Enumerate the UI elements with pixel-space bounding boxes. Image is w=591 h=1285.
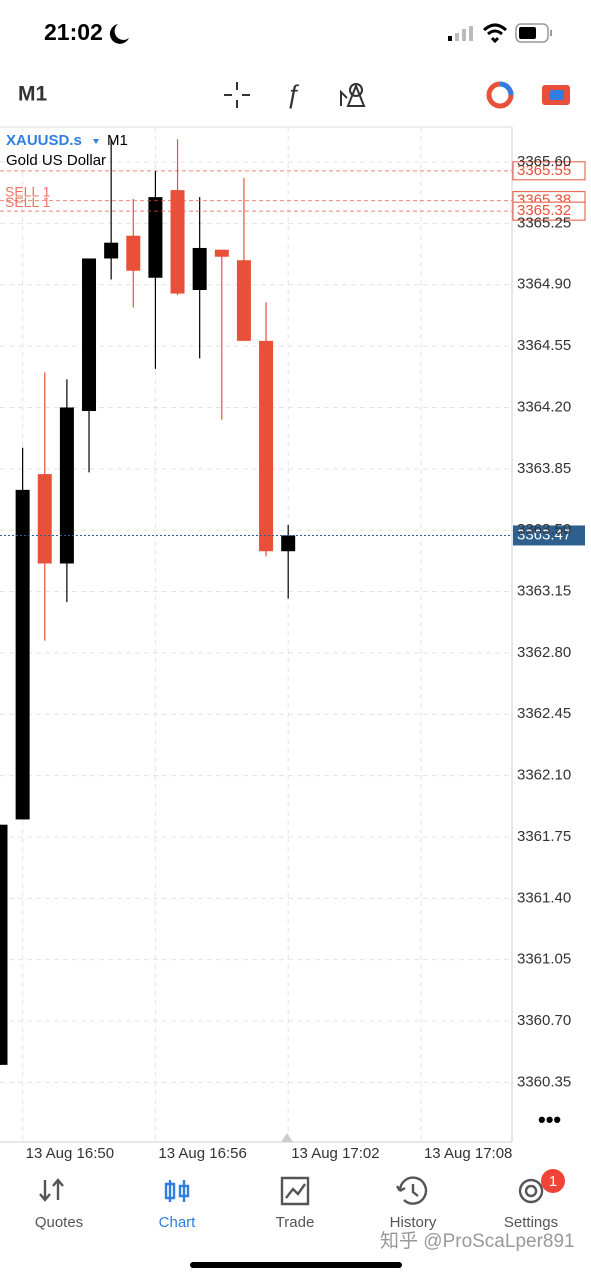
trade-button[interactable] — [486, 81, 514, 109]
grid — [0, 127, 512, 1142]
y-tick-label: 3365.25 — [517, 214, 571, 231]
candles — [0, 139, 296, 1065]
crosshair-button[interactable] — [224, 82, 250, 108]
candle-body — [15, 489, 30, 820]
nav-icon[interactable] — [280, 1176, 310, 1206]
y-tick-label: 3364.90 — [517, 276, 571, 293]
candle-body — [104, 242, 119, 259]
price-label: 3365.32 — [517, 202, 571, 219]
bottom-nav: Quotes Chart Trade History Settings 1 — [35, 1169, 565, 1231]
candle-body — [0, 824, 8, 1065]
labels: 3365.60 3365.25 3364.90 3364.55 3364.20 3363.… — [26, 153, 572, 1162]
badge — [541, 1169, 565, 1193]
y-tick-label: 3361.75 — [517, 828, 571, 845]
y-tick-label: 3360.35 — [517, 1073, 571, 1090]
candle-body — [126, 235, 141, 271]
order-label: SELL 1 — [5, 194, 51, 210]
candle-body — [82, 258, 97, 411]
candle-body — [259, 340, 274, 552]
x-tick-label: 13 Aug 16:56 — [158, 1145, 246, 1162]
price-label-box — [512, 201, 586, 221]
nav-icon[interactable] — [395, 1176, 428, 1205]
y-tick-label: 3363.15 — [517, 583, 571, 600]
y-tick-label: 3363.85 — [517, 460, 571, 477]
more-button[interactable]: ••• — [538, 1107, 561, 1132]
price-label: 3365.55 — [517, 162, 571, 179]
nav-label[interactable]: Quotes — [35, 1214, 83, 1231]
oneclick-button[interactable] — [542, 85, 570, 105]
badge-count: 1 — [549, 1173, 557, 1190]
watermark: 知乎 @ProScaLper891 — [380, 1230, 575, 1252]
candle-body — [236, 260, 251, 341]
y-tick-label: 3362.45 — [517, 705, 571, 722]
current-price-label: 3363.47 — [517, 526, 571, 543]
status-time: 21:02 — [44, 19, 103, 45]
price-label-box — [512, 161, 586, 181]
x-tick-label: 13 Aug 16:50 — [26, 1145, 114, 1162]
order-label: SELL 1 — [5, 183, 51, 199]
battery-icon — [515, 23, 552, 43]
y-tick-label: 3365.60 — [517, 153, 571, 170]
candle-body — [59, 407, 74, 564]
chart-timeframe: M1 — [107, 132, 128, 149]
y-tick-label: 3361.40 — [517, 889, 571, 906]
y-tick-label: 3362.10 — [517, 767, 571, 784]
y-tick-label: 3360.70 — [517, 1012, 571, 1029]
y-tick-label: 3362.80 — [517, 644, 571, 661]
candle-body — [148, 197, 163, 278]
candle-body — [192, 247, 207, 291]
candle-body — [281, 535, 296, 552]
nav-label[interactable]: Settings — [504, 1214, 558, 1231]
signal-icon — [448, 26, 473, 41]
y-tick-label: 3363.50 — [517, 521, 571, 538]
symbol-dropdown[interactable] — [93, 139, 99, 144]
symbol-description: Gold US Dollar — [6, 152, 106, 169]
x-tick-label: 13 Aug 17:02 — [291, 1145, 379, 1162]
home-indicator — [190, 1262, 402, 1268]
x-tick-label: 13 Aug 17:08 — [424, 1145, 512, 1162]
moon-icon — [109, 24, 129, 44]
y-tick-label: 3364.55 — [517, 337, 571, 354]
nav-label[interactable]: History — [390, 1214, 437, 1231]
candle-body — [214, 249, 229, 257]
nav-icon[interactable] — [39, 1178, 64, 1202]
current-price-box — [513, 525, 585, 546]
candle-body — [37, 474, 52, 564]
nav-label[interactable]: Chart — [159, 1214, 197, 1231]
timeframe-button[interactable]: M1 — [18, 83, 47, 106]
indicators-button[interactable]: ƒ — [286, 79, 300, 109]
objects-button[interactable] — [340, 83, 366, 107]
scroll-marker — [281, 1133, 293, 1142]
y-tick-label: 3361.05 — [517, 951, 571, 968]
y-tick-label: 3364.20 — [517, 398, 571, 415]
nav-label[interactable]: Trade — [276, 1214, 315, 1231]
symbol-name[interactable]: XAUUSD.s — [6, 132, 82, 149]
nav-icon[interactable] — [518, 1178, 544, 1204]
candle-body — [170, 190, 185, 294]
nav-icon[interactable] — [164, 1180, 190, 1202]
wifi-icon — [482, 23, 508, 44]
